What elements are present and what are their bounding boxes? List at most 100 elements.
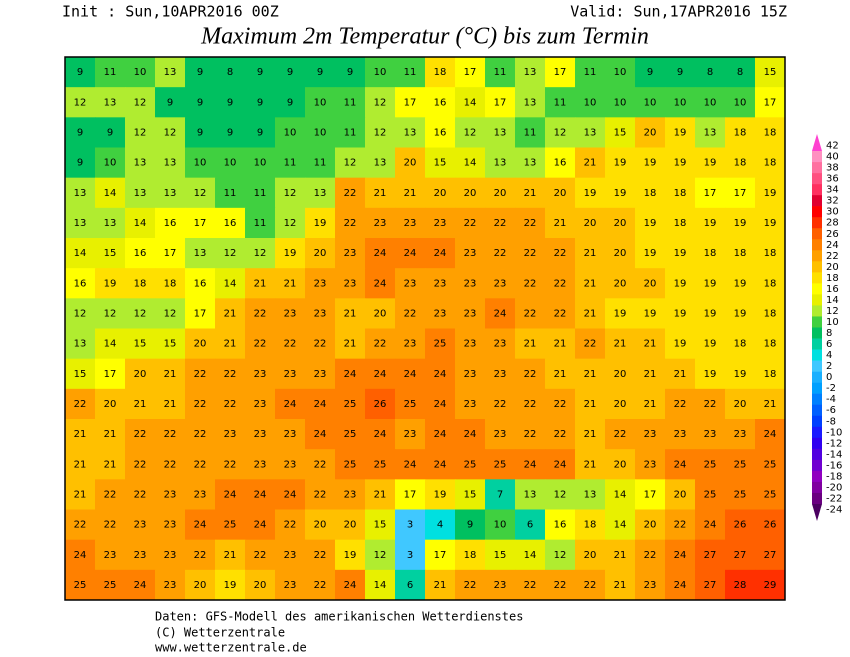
temperature-value: 28 (734, 580, 747, 591)
temperature-value: 15 (434, 158, 447, 169)
temperature-value: 9 (197, 67, 203, 78)
temperature-cell (755, 207, 786, 239)
temperature-cell (275, 388, 306, 420)
footer-line: www.wetterzentrale.de (155, 641, 307, 655)
temperature-cell (545, 238, 576, 269)
temperature-cell (185, 328, 216, 360)
temperature-cell (155, 207, 186, 239)
temperature-value: 13 (134, 188, 147, 199)
temperature-value: 23 (284, 308, 297, 319)
temperature-cell (395, 117, 426, 148)
temperature-value: 13 (494, 127, 507, 138)
temperature-cell (155, 569, 186, 601)
temperature-value: 25 (344, 459, 357, 470)
temperature-cell (245, 358, 276, 390)
temperature-cell (95, 358, 126, 390)
temperature-cell (455, 449, 486, 480)
temperature-cell (455, 57, 486, 88)
temperature-cell (455, 569, 486, 601)
temperature-cell (245, 57, 276, 88)
temperature-cell (485, 509, 516, 541)
temperature-value: 12 (374, 550, 387, 561)
temperature-value: 23 (254, 459, 267, 470)
temperature-value: 27 (704, 550, 717, 561)
temperature-cell (395, 207, 426, 239)
temperature-cell (725, 87, 756, 118)
temperature-value: 20 (644, 520, 657, 531)
temperature-value: 12 (554, 489, 567, 500)
temperature-cell (185, 479, 216, 510)
temperature-cell (755, 509, 786, 541)
temperature-value: 22 (74, 520, 87, 531)
temperature-value: 11 (104, 67, 117, 78)
temperature-cell (65, 57, 96, 88)
temperature-cell (635, 419, 666, 450)
temperature-cell (575, 147, 606, 179)
temperature-value: 20 (584, 550, 597, 561)
legend-swatch (812, 272, 822, 284)
temperature-cell (725, 449, 756, 480)
temperature-value: 22 (554, 429, 567, 440)
temperature-cell (545, 177, 576, 209)
temperature-cell (305, 147, 336, 179)
temperature-cell (275, 268, 306, 299)
temperature-value: 25 (104, 580, 117, 591)
temperature-value: 19 (614, 308, 627, 319)
temperature-value: 17 (494, 97, 507, 108)
temperature-value: 23 (674, 429, 687, 440)
temperature-value: 23 (194, 489, 207, 500)
temperature-cell (365, 87, 396, 118)
temperature-cell (695, 419, 726, 450)
temperature-cell (245, 87, 276, 118)
temperature-value: 9 (107, 127, 113, 138)
temperature-value: 4 (437, 520, 443, 531)
temperature-cell (335, 509, 366, 541)
temperature-value: 22 (344, 218, 357, 229)
temperature-cell (395, 479, 426, 510)
temperature-cell (605, 449, 636, 480)
temperature-cell (65, 358, 96, 390)
temperature-cell (665, 388, 696, 420)
temperature-value: 15 (164, 339, 177, 350)
temperature-cell (65, 509, 96, 541)
legend-label: -16 (826, 460, 842, 471)
temperature-cell (515, 539, 546, 571)
temperature-value: 23 (284, 459, 297, 470)
temperature-value: 19 (674, 308, 687, 319)
temperature-value: 23 (254, 429, 267, 440)
legend-label: 6 (826, 339, 832, 350)
temperature-cell (365, 177, 396, 209)
temperature-cell (515, 207, 546, 239)
temperature-cell (305, 479, 336, 510)
legend-arrow (812, 134, 822, 152)
temperature-value: 14 (464, 97, 477, 108)
temperature-value: 20 (614, 399, 627, 410)
temperature-value: 26 (764, 520, 777, 531)
temperature-value: 23 (404, 278, 417, 289)
temperature-cell (185, 509, 216, 541)
temperature-value: 21 (614, 580, 627, 591)
temperature-cell (725, 388, 756, 420)
temperature-cell (95, 479, 126, 510)
temperature-cell (635, 449, 666, 480)
legend-label: 24 (826, 240, 839, 251)
temperature-value: 13 (524, 158, 537, 169)
temperature-value: 11 (524, 127, 537, 138)
temperature-value: 20 (644, 278, 657, 289)
temperature-cell (335, 238, 366, 269)
temperature-value: 3 (407, 520, 413, 531)
temperature-cell (275, 147, 306, 179)
temperature-cell (425, 509, 456, 541)
temperature-cell (125, 147, 156, 179)
temperature-value: 26 (374, 399, 387, 410)
temperature-value: 24 (404, 369, 417, 380)
temperature-cell (515, 57, 546, 88)
temperature-value: 17 (164, 248, 177, 259)
temperature-value: 22 (344, 188, 357, 199)
temperature-value: 14 (134, 218, 147, 229)
temperature-cell (725, 358, 756, 390)
temperature-value: 20 (614, 278, 627, 289)
temperature-value: 20 (314, 248, 327, 259)
temperature-cell (725, 509, 756, 541)
temperature-value: 21 (584, 429, 597, 440)
